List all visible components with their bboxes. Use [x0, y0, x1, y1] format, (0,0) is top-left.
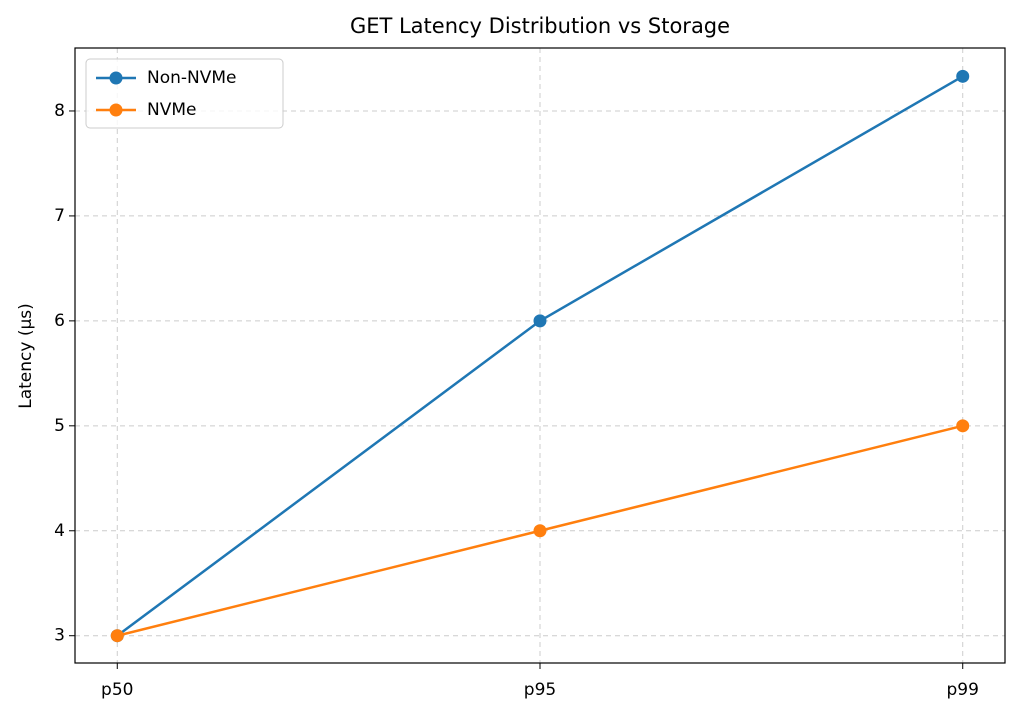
y-tick-label: 7 — [54, 206, 65, 226]
legend-marker — [109, 103, 123, 117]
legend-marker — [109, 71, 123, 85]
data-point — [110, 629, 124, 643]
x-tick-label: p50 — [101, 680, 133, 700]
y-tick-label: 6 — [54, 311, 65, 331]
y-axis-label: Latency (µs) — [16, 303, 36, 409]
y-tick-label: 4 — [54, 521, 65, 541]
legend-label: Non-NVMe — [147, 68, 237, 88]
y-tick-label: 3 — [54, 626, 65, 646]
chart-title: GET Latency Distribution vs Storage — [350, 14, 730, 38]
y-tick-label: 8 — [54, 101, 65, 121]
data-point — [956, 419, 970, 433]
x-tick-label: p95 — [524, 680, 556, 700]
data-point — [956, 69, 970, 83]
data-point — [533, 314, 547, 328]
x-tick-label: p99 — [947, 680, 979, 700]
legend-label: NVMe — [147, 100, 196, 120]
plot-frame — [74, 47, 1006, 664]
data-point — [533, 524, 547, 538]
y-tick-label: 5 — [54, 416, 65, 436]
